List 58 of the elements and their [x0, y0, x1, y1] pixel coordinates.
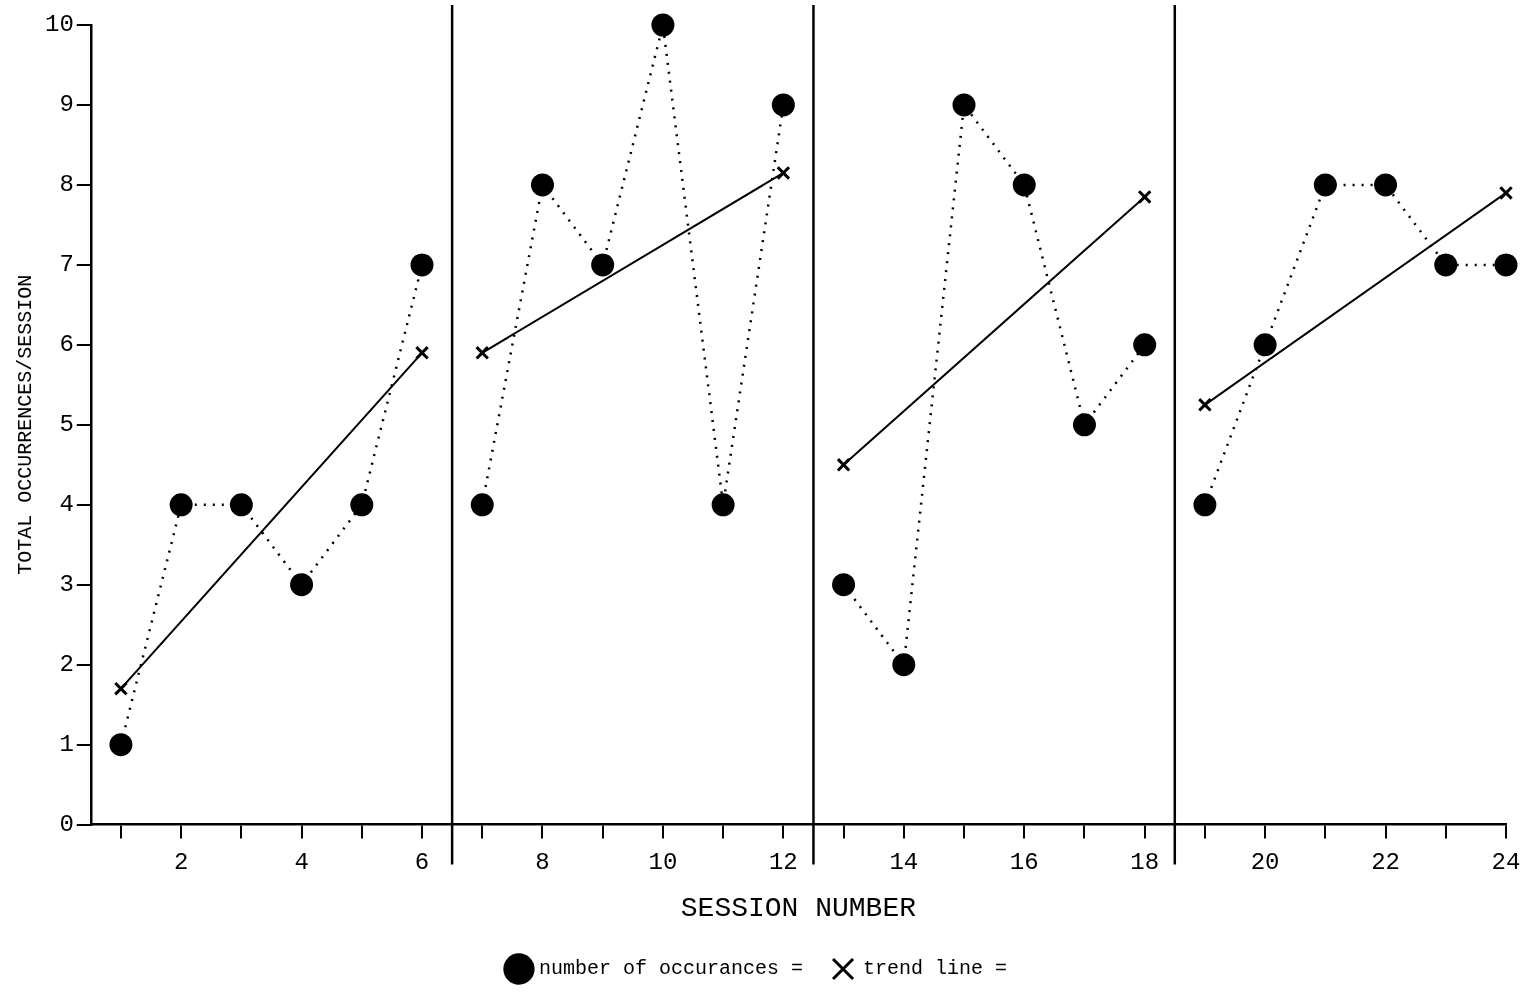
point: [1434, 253, 1458, 277]
y-tick-label: 9: [59, 91, 74, 119]
point: [169, 493, 193, 517]
point: [470, 493, 494, 517]
point: [711, 493, 735, 517]
point: [1012, 173, 1036, 197]
x-tick-label: 6: [414, 849, 430, 877]
point: [1072, 413, 1096, 437]
point: [1313, 173, 1337, 197]
point: [1137, 189, 1152, 205]
point: [1133, 333, 1157, 357]
legend-label: number of occurances =: [538, 957, 804, 981]
point: [475, 345, 490, 360]
point: [109, 733, 133, 757]
point: [952, 93, 976, 117]
x-tick-label: 2: [173, 849, 189, 877]
point: [113, 681, 129, 696]
point: [350, 493, 374, 517]
x-tick-label: 14: [889, 849, 919, 877]
y-tick-label: 7: [59, 251, 74, 279]
y-tick-label: 0: [59, 810, 74, 838]
x-tick-label: 16: [1009, 849, 1039, 877]
y-tick-label: 6: [59, 331, 74, 359]
point: [229, 493, 253, 517]
point: [1374, 173, 1398, 197]
point: [414, 345, 430, 360]
y-tick-label: 1: [59, 731, 74, 758]
x-tick-label: 18: [1130, 849, 1160, 877]
y-tick-label: 4: [59, 491, 74, 519]
point: [1197, 397, 1213, 412]
point: [771, 93, 795, 117]
point: [1494, 253, 1518, 277]
x-tick-label: 20: [1250, 849, 1280, 877]
y-tick-label: 8: [59, 171, 74, 199]
x-tick-label: 24: [1491, 849, 1521, 877]
x-tick-label: 22: [1371, 849, 1400, 877]
y-tick-label: 10: [44, 11, 74, 39]
x-tick-label: 4: [294, 849, 309, 877]
x-axis-title: SESSION NUMBER: [680, 892, 917, 924]
x-tick-label: 8: [535, 849, 550, 877]
point: [1498, 185, 1514, 201]
point: [832, 573, 856, 597]
point: [1253, 333, 1277, 357]
legend-label: trend line =: [863, 957, 1008, 981]
point: [1193, 493, 1217, 517]
point: [836, 457, 851, 472]
y-axis-title: TOTAL OCCURRENCES/SESSION: [14, 274, 38, 575]
point: [892, 653, 916, 677]
x-tick-label: 10: [648, 849, 678, 877]
point: [530, 173, 554, 197]
point: [591, 253, 615, 277]
y-tick-label: 2: [59, 651, 74, 679]
point: [290, 573, 314, 597]
y-tick-label: 3: [59, 571, 74, 599]
y-tick-label: 5: [59, 411, 74, 439]
point: [651, 13, 675, 37]
point: [410, 253, 434, 277]
x-tick-label: 12: [768, 849, 798, 877]
